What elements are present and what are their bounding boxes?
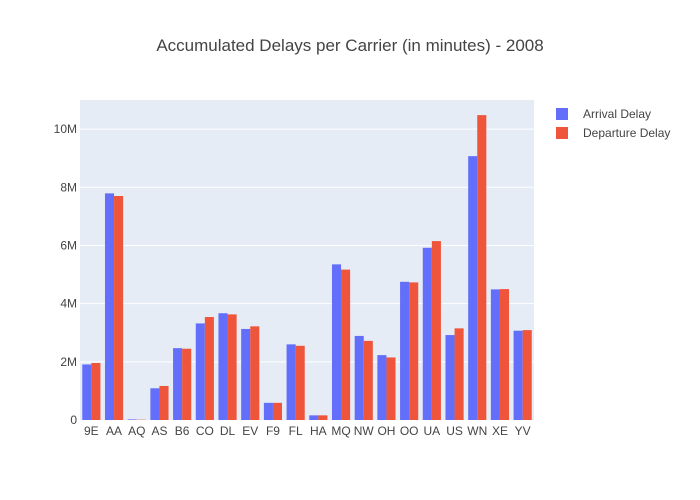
bar-departure-delay[interactable] xyxy=(204,317,214,420)
bars xyxy=(82,115,532,421)
bar-departure-delay[interactable] xyxy=(182,348,192,420)
bar-arrival-delay[interactable] xyxy=(150,388,160,420)
bar-arrival-delay[interactable] xyxy=(309,415,319,420)
bar-arrival-delay[interactable] xyxy=(286,344,296,420)
bar-departure-delay[interactable] xyxy=(363,340,373,420)
bar-departure-delay[interactable] xyxy=(386,357,396,420)
bar-departure-delay[interactable] xyxy=(114,196,124,420)
bar-arrival-delay[interactable] xyxy=(195,323,205,420)
x-tick-label: OO xyxy=(400,424,419,438)
bar-arrival-delay[interactable] xyxy=(468,156,478,421)
x-tick-label: AS xyxy=(151,424,167,438)
x-tick-label: YV xyxy=(515,424,531,438)
x-tick-label: MQ xyxy=(331,424,350,438)
y-axis-ticks: 0 2M 4M 6M 8M 10M xyxy=(54,122,78,427)
y-tick-label: 0 xyxy=(70,413,77,427)
x-tick-label: OH xyxy=(377,424,395,438)
x-tick-label: F9 xyxy=(266,424,280,438)
bar-arrival-delay[interactable] xyxy=(354,335,364,420)
bar-departure-delay[interactable] xyxy=(159,385,169,420)
x-axis-ticks: 9E AA AQ AS B6 CO DL EV F9 FL HA MQ NW OH OO UA US WN XE YV xyxy=(84,424,531,438)
bar-arrival-delay[interactable] xyxy=(241,328,251,420)
bar-arrival-delay[interactable] xyxy=(218,313,228,420)
legend[interactable]: Arrival Delay Departure Delay xyxy=(556,107,670,140)
bar-departure-delay[interactable] xyxy=(499,289,510,420)
bar-arrival-delay[interactable] xyxy=(104,193,115,420)
bar-arrival-delay[interactable] xyxy=(445,335,455,420)
legend-item[interactable]: Departure Delay xyxy=(556,126,670,140)
y-tick-label: 4M xyxy=(60,297,77,311)
x-tick-label: HA xyxy=(310,424,327,438)
y-tick-label: 2M xyxy=(60,355,77,369)
y-tick-label: 10M xyxy=(54,122,77,136)
bar-departure-delay[interactable] xyxy=(91,362,101,420)
bar-departure-delay[interactable] xyxy=(227,314,237,420)
bar-departure-delay[interactable] xyxy=(454,328,464,420)
chart-title: Accumulated Delays per Carrier (in minut… xyxy=(156,36,543,55)
y-tick-label: 8M xyxy=(60,180,77,194)
bar-arrival-delay[interactable] xyxy=(400,281,410,420)
legend-label: Arrival Delay xyxy=(583,107,651,121)
x-tick-label: DL xyxy=(220,424,236,438)
x-tick-label: NW xyxy=(354,424,375,438)
x-tick-label: CO xyxy=(196,424,214,438)
plot-area xyxy=(80,100,534,420)
x-tick-label: EV xyxy=(242,424,258,438)
bar-departure-delay[interactable] xyxy=(477,115,487,421)
x-tick-label: FL xyxy=(289,424,303,438)
bar-departure-delay[interactable] xyxy=(522,330,532,420)
x-tick-label: WN xyxy=(467,424,487,438)
bar-departure-delay[interactable] xyxy=(272,402,283,420)
legend-swatch xyxy=(556,127,568,139)
bar-arrival-delay[interactable] xyxy=(127,419,137,420)
x-tick-label: B6 xyxy=(175,424,190,438)
x-tick-label: AA xyxy=(106,424,122,438)
bar-departure-delay[interactable] xyxy=(431,241,441,420)
bar-arrival-delay[interactable] xyxy=(377,355,387,420)
x-tick-label: XE xyxy=(492,424,508,438)
bar-arrival-delay[interactable] xyxy=(490,289,500,420)
bar-arrival-delay[interactable] xyxy=(263,402,273,420)
bar-arrival-delay[interactable] xyxy=(173,348,183,420)
bar-departure-delay[interactable] xyxy=(295,345,305,420)
legend-item[interactable]: Arrival Delay xyxy=(556,107,651,121)
y-tick-label: 6M xyxy=(60,238,77,252)
bar-arrival-delay[interactable] xyxy=(82,364,92,420)
x-tick-label: US xyxy=(446,424,463,438)
x-tick-label: AQ xyxy=(128,424,145,438)
bar-departure-delay[interactable] xyxy=(409,282,419,420)
bar-departure-delay[interactable] xyxy=(341,269,351,420)
x-tick-label: 9E xyxy=(84,424,99,438)
legend-label: Departure Delay xyxy=(583,126,670,140)
bar-arrival-delay[interactable] xyxy=(331,264,342,420)
x-tick-label: UA xyxy=(424,424,441,438)
bar-arrival-delay[interactable] xyxy=(422,247,432,420)
bar-arrival-delay[interactable] xyxy=(513,330,523,420)
bar-departure-delay[interactable] xyxy=(250,326,260,420)
legend-swatch xyxy=(556,108,568,120)
bar-departure-delay[interactable] xyxy=(318,415,328,420)
